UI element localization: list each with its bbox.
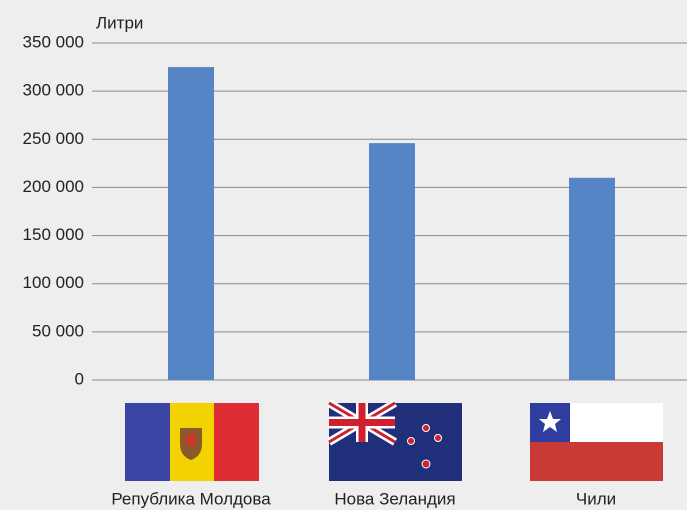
flag-moldova [125, 403, 259, 481]
bar [168, 67, 214, 381]
y-axis-label: Литри [96, 13, 143, 32]
y-tick-label: 100 000 [23, 273, 84, 292]
x-tick-label: Република Молдова [111, 489, 271, 508]
y-tick-label: 0 [75, 369, 84, 388]
y-tick-label: 300 000 [23, 81, 84, 100]
flag-new-zealand [326, 399, 462, 481]
y-tick-label: 350 000 [23, 32, 84, 51]
x-tick-label: Чили [576, 489, 616, 508]
bar [569, 177, 615, 380]
y-tick-label: 150 000 [23, 225, 84, 244]
bar [369, 143, 415, 380]
flag-chile [530, 403, 663, 481]
x-tick-label: Нова Зеландия [334, 489, 455, 508]
y-tick-label: 250 000 [23, 129, 84, 148]
y-tick-label: 200 000 [23, 177, 84, 196]
y-tick-label: 50 000 [32, 321, 84, 340]
